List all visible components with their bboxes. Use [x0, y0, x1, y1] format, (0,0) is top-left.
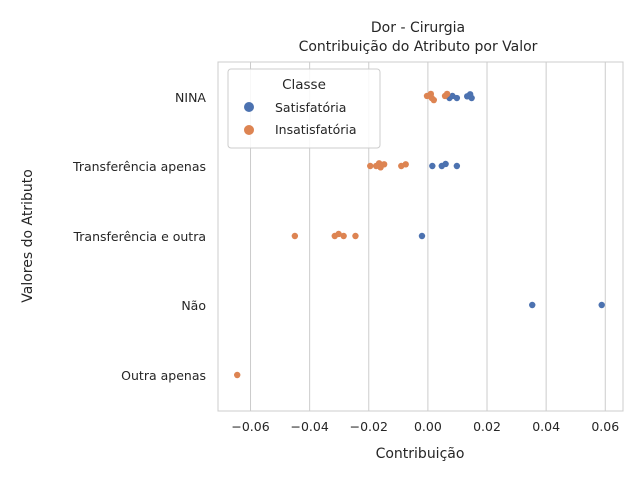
data-point-satisfatoria: [453, 94, 461, 102]
y-tick-label: Não: [181, 298, 206, 313]
x-tick-label: 0.02: [473, 419, 501, 434]
data-point-insatisfatoria: [430, 96, 438, 104]
x-tick-label: −0.04: [290, 419, 328, 434]
data-point-satisfatoria: [468, 94, 475, 102]
legend-marker-satisfatoria: [244, 102, 254, 112]
x-tick-label: 0.04: [532, 419, 560, 434]
x-tick-label: −0.06: [231, 419, 269, 434]
legend: Classe Satisfatória Insatisfatória: [227, 68, 381, 149]
y-tick-label: Outra apenas: [121, 368, 206, 383]
legend-label-insatisfatoria: Insatisfatória: [275, 122, 357, 137]
y-tick-label: Transferência apenas: [72, 159, 206, 174]
data-point-insatisfatoria: [377, 164, 384, 171]
x-tick-label: 0.00: [414, 419, 442, 434]
data-points: [234, 90, 605, 379]
data-point-insatisfatoria: [441, 92, 449, 100]
legend-label-satisfatoria: Satisfatória: [275, 100, 346, 115]
data-point-satisfatoria: [418, 232, 426, 240]
legend-title: Classe: [282, 77, 326, 93]
data-point-insatisfatoria: [352, 232, 359, 240]
data-point-insatisfatoria: [367, 162, 374, 170]
data-point-satisfatoria: [529, 301, 536, 309]
x-ticks: −0.06 −0.04 −0.02 0.00 0.02 0.04 0.06: [231, 419, 619, 434]
x-axis-label: Contribuição: [376, 446, 465, 462]
y-tick-label: Transferência e outra: [72, 229, 206, 244]
data-point-insatisfatoria: [234, 371, 241, 379]
data-point-insatisfatoria: [331, 232, 338, 240]
data-point-insatisfatoria: [340, 232, 347, 240]
y-axis-label: Valores do Atributo: [20, 169, 36, 303]
data-point-satisfatoria: [598, 301, 605, 309]
x-tick-label: −0.02: [350, 419, 388, 434]
data-point-insatisfatoria: [398, 162, 405, 170]
data-point-insatisfatoria: [291, 232, 299, 240]
chart-title: Dor - Cirurgia: [371, 20, 465, 36]
data-point-satisfatoria: [438, 162, 445, 170]
plot-area-frame: [217, 61, 624, 412]
legend-marker-insatisfatoria: [244, 125, 254, 135]
data-point-satisfatoria: [453, 162, 461, 170]
y-ticks: NINA Transferência apenas Transferência e …: [72, 90, 206, 383]
y-tick-label: NINA: [175, 90, 206, 105]
data-point-satisfatoria: [429, 162, 436, 170]
legend-box: [227, 68, 381, 149]
chart-subtitle: Contribuição do Atributo por Valor: [299, 39, 538, 55]
x-tick-label: 0.06: [591, 419, 619, 434]
